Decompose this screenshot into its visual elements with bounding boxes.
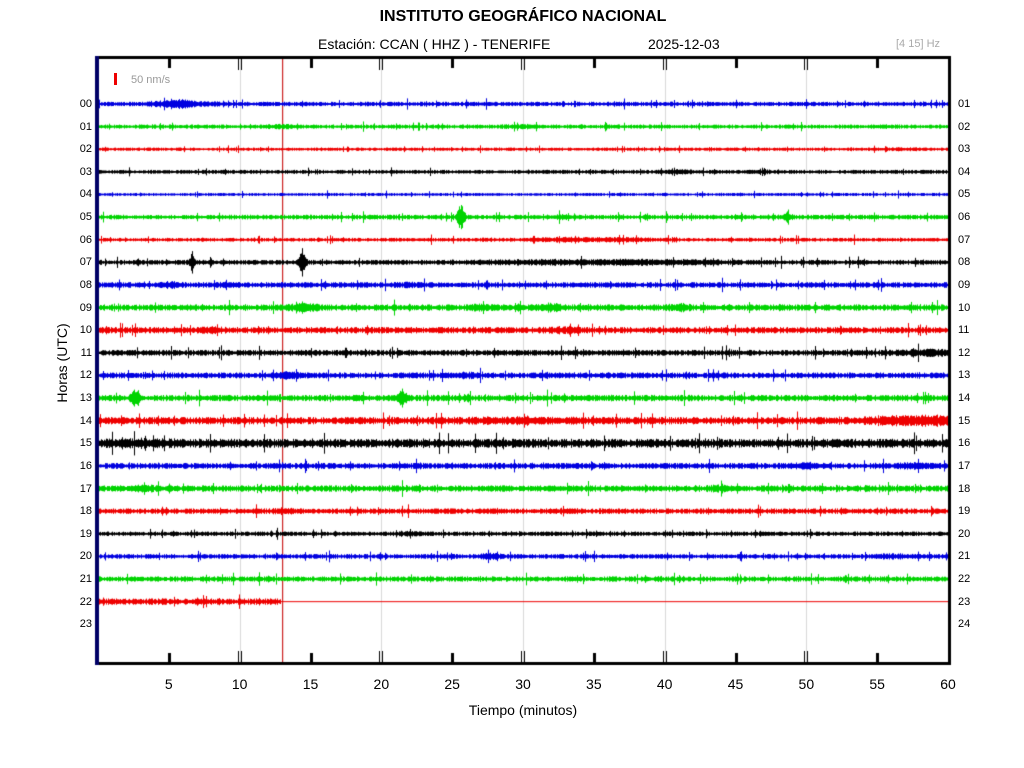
left-hour-label-01: 01 (79, 120, 92, 133)
left-hour-label-17: 17 (79, 482, 92, 495)
left-hour-label-14: 14 (79, 414, 92, 427)
left-hour-label-12: 12 (79, 369, 92, 382)
left-hour-label-06: 06 (79, 233, 92, 246)
filter-band-label: [4 15] Hz (896, 38, 941, 50)
x-tick-label-60: 60 (940, 676, 956, 692)
x-tick-label-50: 50 (798, 676, 815, 692)
x-tick-label-25: 25 (444, 676, 460, 692)
left-hour-label-16: 16 (79, 459, 92, 472)
left-hour-label-04: 04 (79, 188, 92, 201)
right-hour-label-13: 13 (958, 369, 971, 382)
station-label: Estación: CCAN ( HHZ ) - TENERIFE (318, 36, 551, 52)
x-tick-label-5: 5 (164, 676, 173, 692)
x-tick-label-45: 45 (727, 676, 744, 692)
right-hour-label-12: 12 (958, 346, 971, 359)
left-hour-label-02: 02 (79, 143, 92, 156)
right-hour-label-05: 05 (958, 188, 971, 201)
right-hour-label-11: 11 (958, 324, 970, 337)
left-hour-label-23: 23 (79, 618, 92, 631)
right-hour-label-10: 10 (958, 301, 971, 314)
right-hour-label-06: 06 (958, 211, 971, 224)
x-tick-label-20: 20 (373, 676, 390, 692)
amplitude-scale-label: 50 nm/s (131, 74, 171, 86)
left-hour-label-21: 21 (79, 573, 92, 586)
right-hour-label-03: 03 (958, 143, 971, 156)
right-hour-label-15: 15 (958, 414, 971, 427)
right-hour-label-04: 04 (958, 165, 971, 178)
right-hour-label-07: 07 (958, 233, 971, 246)
x-tick-label-40: 40 (656, 676, 673, 692)
left-hour-label-11: 11 (80, 346, 92, 359)
x-tick-label-35: 35 (586, 676, 602, 692)
right-hour-label-02: 02 (958, 120, 971, 133)
left-hour-label-19: 19 (79, 527, 92, 540)
right-hour-label-08: 08 (958, 256, 971, 269)
right-hour-label-16: 16 (958, 437, 971, 450)
right-hour-label-14: 14 (958, 392, 971, 405)
right-hour-label-18: 18 (958, 482, 971, 495)
right-hour-label-19: 19 (958, 505, 971, 518)
right-hour-label-22: 22 (958, 573, 971, 586)
page-title: INSTITUTO GEOGRÁFICO NACIONAL (379, 8, 667, 25)
amplitude-scale-marker (114, 73, 117, 85)
left-hour-label-08: 08 (79, 278, 92, 291)
left-hour-label-20: 20 (79, 550, 92, 563)
right-hour-label-21: 21 (958, 550, 971, 563)
left-hour-label-10: 10 (79, 324, 92, 337)
x-tick-label-15: 15 (302, 676, 319, 692)
left-hour-label-03: 03 (79, 165, 92, 178)
left-hour-label-05: 05 (79, 211, 92, 224)
date-label: 2025-12-03 (648, 36, 720, 52)
right-hour-label-17: 17 (958, 459, 971, 472)
right-hour-label-24: 24 (958, 618, 971, 631)
x-tick-label-55: 55 (869, 676, 885, 692)
left-hour-label-07: 07 (79, 256, 92, 269)
left-hour-label-00: 00 (79, 98, 92, 110)
right-hour-label-23: 23 (958, 595, 971, 608)
left-hour-label-15: 15 (79, 437, 92, 450)
left-hour-label-09: 09 (79, 301, 92, 314)
right-hour-label-09: 09 (958, 278, 971, 291)
left-hour-label-18: 18 (79, 505, 92, 518)
left-hour-label-13: 13 (79, 392, 92, 405)
right-hour-label-01: 01 (958, 98, 971, 110)
x-axis-title: Tiempo (minutos) (468, 702, 578, 718)
right-hour-label-20: 20 (958, 527, 971, 540)
left-hour-label-22: 22 (79, 595, 92, 608)
x-tick-label-30: 30 (515, 676, 531, 692)
x-tick-label-10: 10 (231, 676, 248, 692)
